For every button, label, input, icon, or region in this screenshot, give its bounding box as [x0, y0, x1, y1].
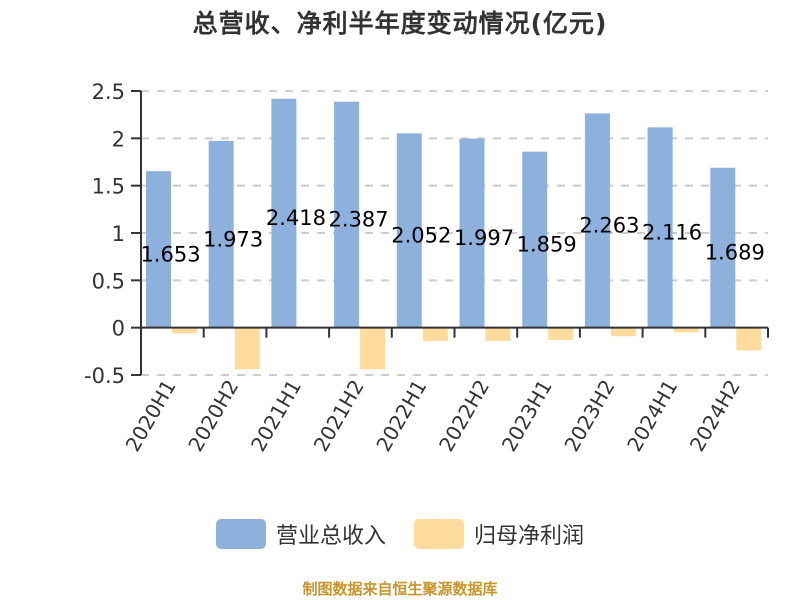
- revenue-bar: [334, 101, 360, 328]
- revenue-data-label: 1.859: [517, 233, 577, 257]
- y-tick-label: 2.5: [92, 80, 125, 104]
- x-tick-label: 2020H2: [183, 376, 243, 456]
- x-tick-label: 2023H1: [497, 376, 557, 456]
- revenue-data-label: 2.263: [579, 214, 639, 238]
- legend-label-revenue: 营业总收入: [275, 524, 386, 549]
- revenue-bar: [208, 140, 234, 328]
- y-tick-label: 0: [112, 317, 125, 341]
- revenue-bar: [459, 138, 485, 328]
- chart-title: 总营收、净利半年度变动情况(亿元): [192, 9, 608, 38]
- x-tick-label: 2021H2: [309, 376, 369, 456]
- revenue-data-label: 2.116: [642, 221, 702, 245]
- net-profit-bar: [736, 327, 762, 351]
- legend-label-net-profit: 归母净利润: [474, 524, 585, 549]
- revenue-data-label: 2.387: [329, 208, 389, 232]
- x-tick-label: 2022H1: [371, 376, 431, 456]
- revenue-data-label: 1.997: [454, 226, 514, 250]
- net-profit-bar: [673, 327, 699, 333]
- y-tick-label: 0.5: [92, 269, 125, 293]
- x-tick-label: 2020H1: [121, 376, 181, 456]
- y-tick-label: 1.5: [92, 175, 125, 199]
- y-tick-label: 2: [112, 127, 125, 151]
- x-tick-label: 2023H2: [559, 376, 619, 456]
- revenue-data-label: 1.653: [140, 242, 200, 266]
- x-tick-label: 2024H2: [685, 376, 745, 456]
- revenue-bar: [710, 167, 736, 328]
- net-profit-bar: [422, 327, 448, 341]
- x-tick-label: 2024H1: [622, 376, 682, 456]
- legend-swatch-revenue: [215, 519, 266, 549]
- data-source-note: 制图数据来自恒生聚源数据库: [302, 580, 498, 598]
- legend-item-revenue[interactable]: 营业总收入: [215, 518, 386, 550]
- net-profit-bar: [172, 327, 197, 334]
- y-tick-label: 1: [112, 222, 125, 246]
- legend-item-net-profit[interactable]: 归母净利润: [414, 518, 584, 550]
- revenue-bar: [584, 113, 610, 328]
- net-profit-bar: [548, 327, 574, 340]
- revenue-bar: [271, 98, 297, 328]
- net-profit-bar: [485, 327, 511, 341]
- revenue-data-label: 1.973: [203, 227, 263, 251]
- revenue-data-label: 2.418: [266, 206, 326, 230]
- revenue-bar: [146, 171, 171, 328]
- legend: 营业总收入 归母净利润: [0, 518, 800, 550]
- legend-swatch-net-profit: [414, 519, 464, 549]
- revenue-data-label: 1.689: [705, 241, 765, 265]
- net-profit-bar: [234, 327, 260, 370]
- revenue-data-label: 2.052: [391, 224, 451, 248]
- y-tick-label: -0.5: [84, 364, 125, 388]
- revenue-bar: [396, 133, 422, 328]
- x-tick-label: 2021H1: [246, 376, 306, 456]
- x-tick-label: 2022H2: [434, 375, 494, 455]
- net-profit-bar: [360, 327, 386, 370]
- revenue-bar: [522, 151, 548, 328]
- revenue-bar: [647, 127, 673, 328]
- net-profit-bar: [610, 327, 636, 337]
